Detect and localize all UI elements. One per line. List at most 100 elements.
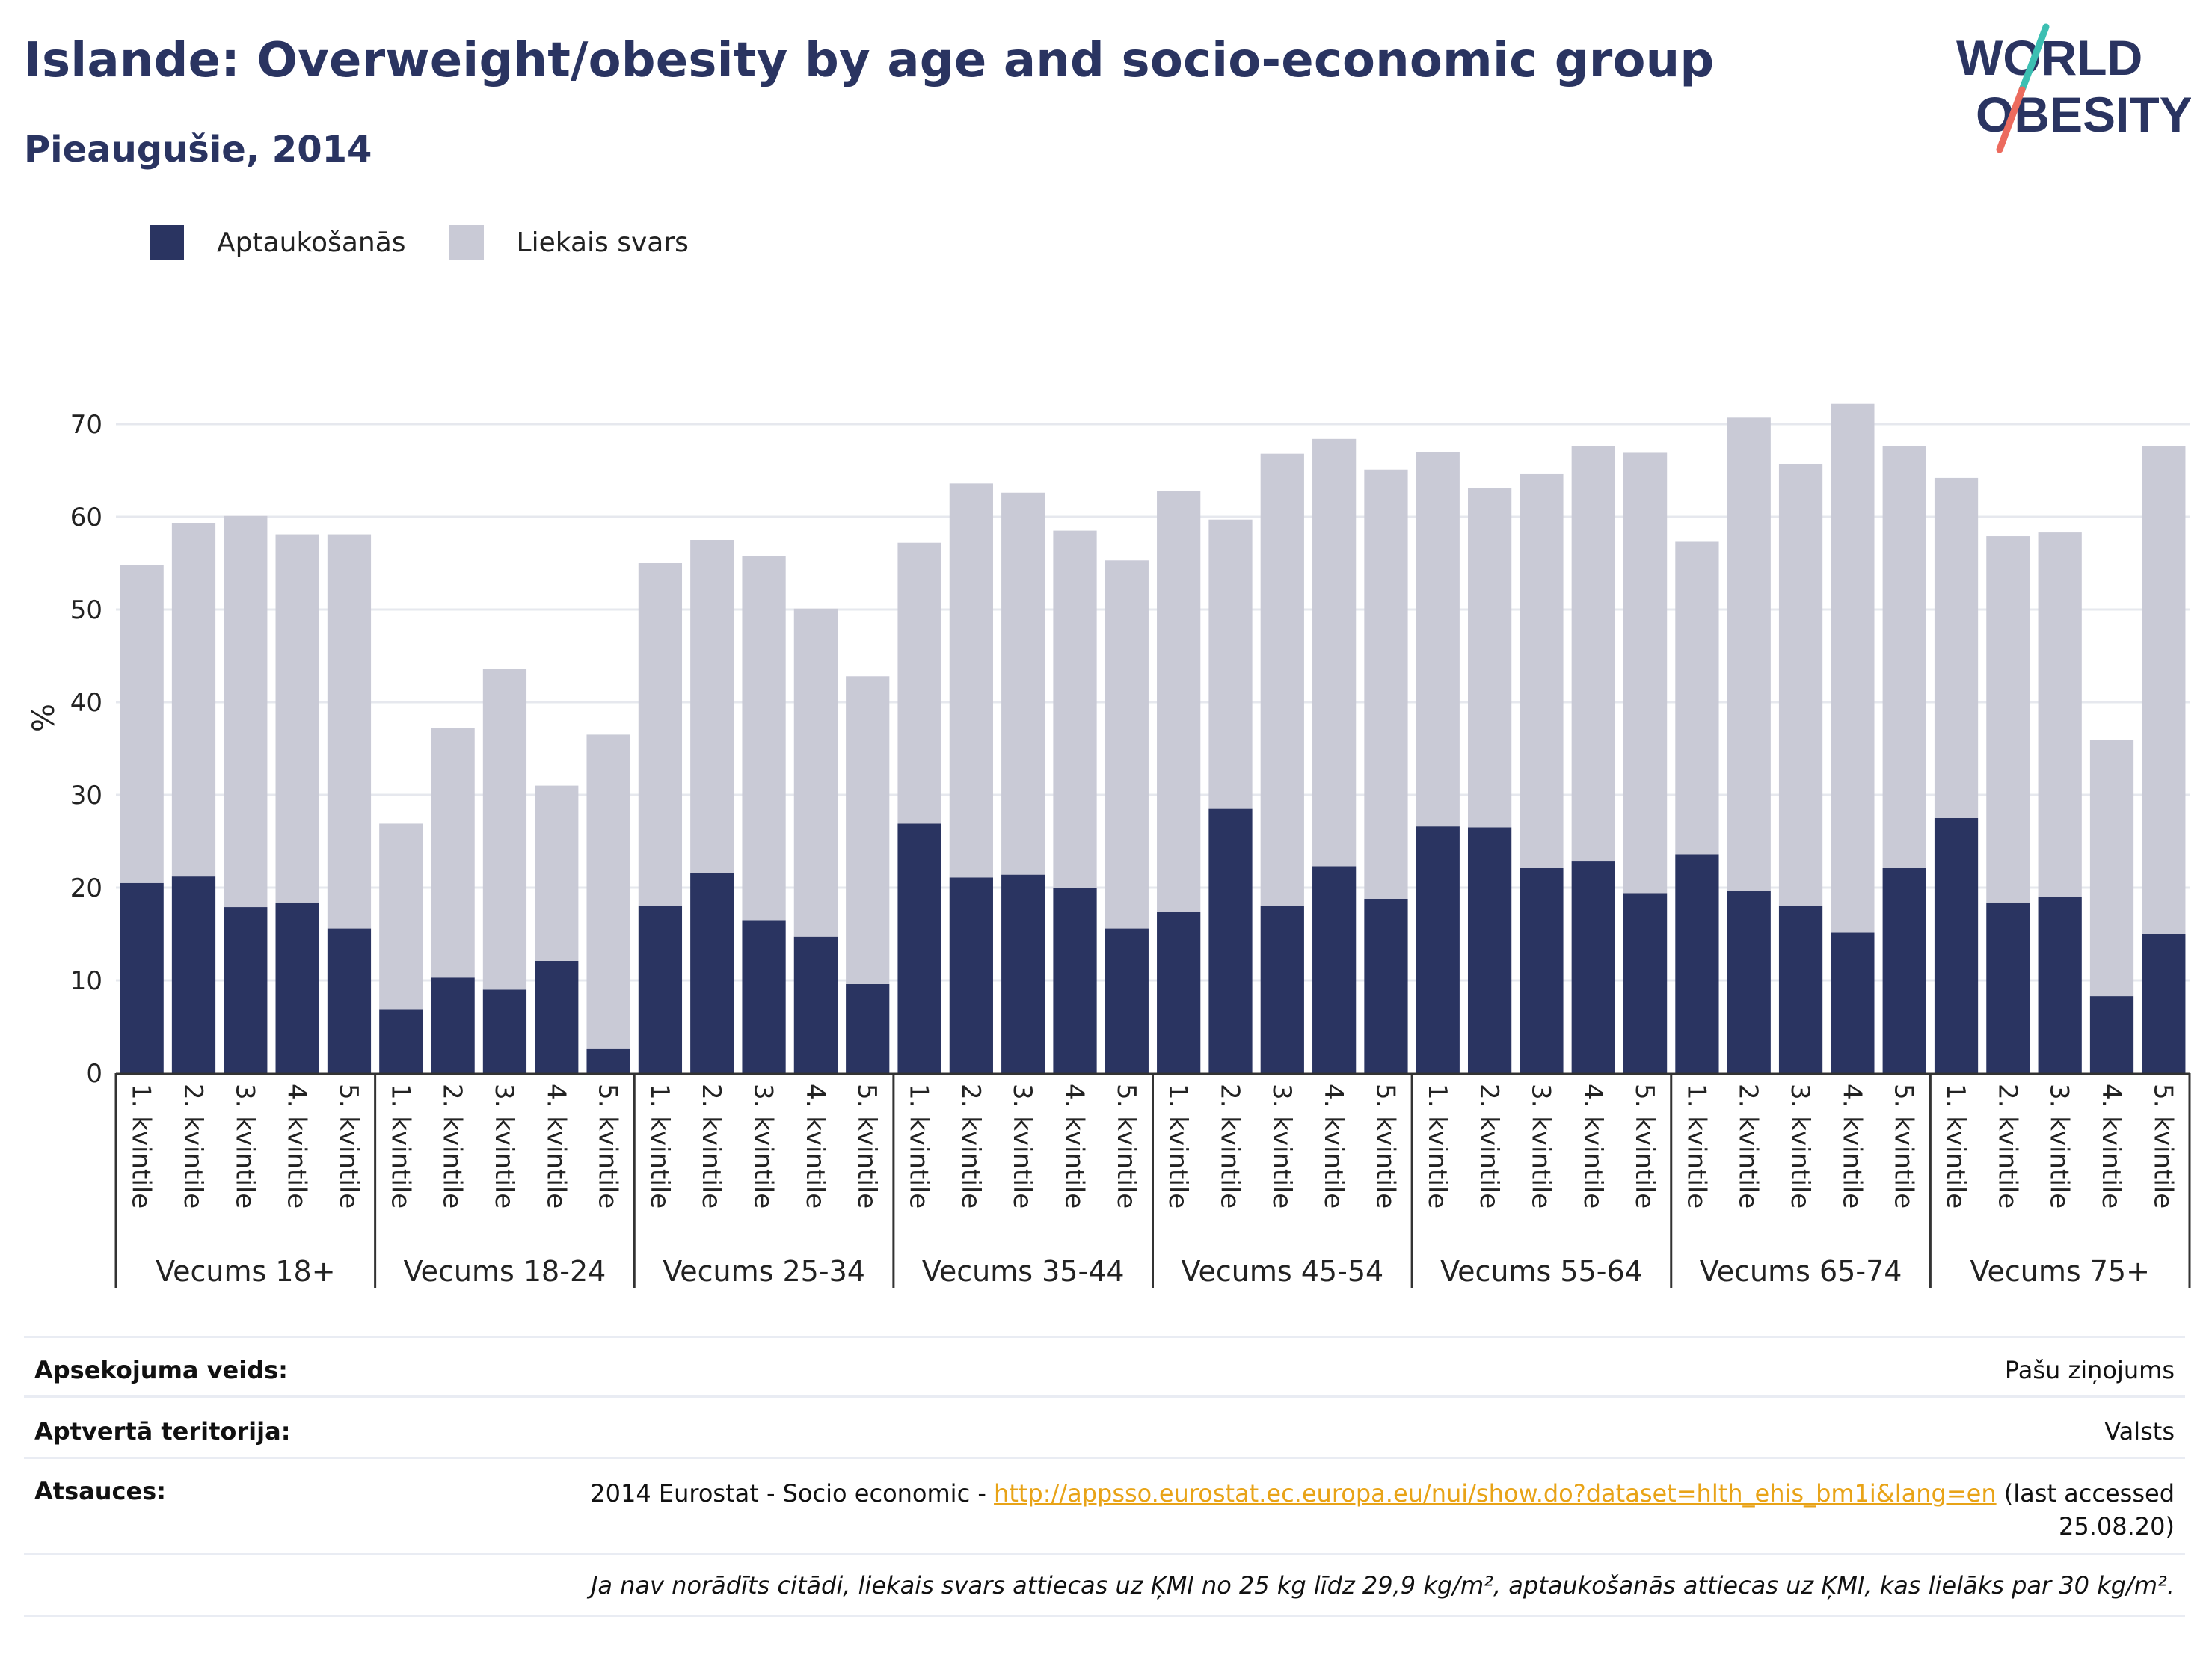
- bar-overweight: [2038, 532, 2082, 897]
- bar-obesity: [586, 1048, 630, 1073]
- group-label: Vecums 55-64: [1440, 1255, 1643, 1288]
- group-label: Vecums 25-34: [663, 1255, 865, 1288]
- bar-overweight: [1105, 560, 1149, 929]
- x-tick-label: 5. kvintile: [1111, 1084, 1141, 1209]
- legend-item-overweight[interactable]: Liekais svars: [449, 225, 689, 260]
- bar-obesity: [1520, 868, 1564, 1073]
- x-tick-label: 4. kvintile: [1837, 1084, 1867, 1209]
- bar-overweight: [1001, 492, 1045, 875]
- world-obesity-logo: WORLD OBESITY: [1956, 23, 2191, 153]
- bar-obesity: [897, 823, 941, 1073]
- logo-line-1: WORLD: [1956, 30, 2142, 85]
- legend-item-obesity[interactable]: Aptaukošanās: [150, 225, 406, 260]
- group-label: Vecums 75+: [1970, 1255, 2150, 1288]
- bar-obesity: [1416, 826, 1460, 1073]
- bar-overweight: [379, 823, 423, 1010]
- info-row-references: Atsauces: 2014 Eurostat - Socio economic…: [24, 1457, 2185, 1555]
- bar-overweight: [1882, 446, 1926, 868]
- x-tick-label: 2. kvintile: [437, 1084, 467, 1209]
- x-tick-label: 3. kvintile: [1007, 1084, 1037, 1209]
- x-tick-label: 3. kvintile: [1526, 1084, 1555, 1209]
- x-tick-label: 1. kvintile: [904, 1084, 934, 1209]
- bar-overweight: [1571, 446, 1615, 862]
- bar-overweight: [1312, 438, 1357, 867]
- bar-overweight: [897, 542, 941, 824]
- y-tick-label: 40: [70, 688, 102, 718]
- bar-overweight: [1727, 417, 1771, 891]
- bar-obesity: [1986, 902, 2030, 1073]
- x-tick-label: 1. kvintile: [645, 1084, 675, 1209]
- info-value-survey-type: Pašu ziņojums: [2004, 1356, 2175, 1384]
- bar-overweight: [482, 669, 527, 990]
- bar-obesity: [327, 928, 372, 1073]
- bar-overweight: [1053, 530, 1097, 888]
- bar-overweight: [275, 534, 319, 903]
- references-prefix: 2014 Eurostat - Socio economic -: [590, 1479, 995, 1508]
- y-tick-label: 70: [70, 410, 102, 440]
- bar-obesity: [1312, 866, 1357, 1073]
- x-tick-label: 1. kvintile: [1941, 1084, 1970, 1209]
- bar-overweight: [1208, 519, 1253, 809]
- info-value-coverage: Valsts: [2104, 1417, 2175, 1446]
- bar-obesity: [1934, 818, 1979, 1073]
- bar-obesity: [690, 873, 734, 1073]
- bar-obesity: [1778, 906, 1823, 1073]
- bar-overweight: [1520, 473, 1564, 868]
- bar-obesity: [1157, 912, 1201, 1073]
- x-tick-label: 5. kvintile: [1629, 1084, 1659, 1209]
- bar-obesity: [1364, 898, 1408, 1073]
- legend-label-overweight: Liekais svars: [516, 227, 689, 258]
- bar-obesity: [742, 920, 786, 1073]
- group-label: Vecums 65-74: [1700, 1255, 1902, 1288]
- info-row-survey-type: Apsekojuma veids: Pašu ziņojums: [24, 1336, 2185, 1398]
- bar-overweight: [1364, 469, 1408, 899]
- x-tick-label: 2. kvintile: [696, 1084, 726, 1209]
- bar-obesity: [379, 1009, 423, 1073]
- x-tick-label: 3. kvintile: [749, 1084, 778, 1209]
- x-tick-label: 1. kvintile: [1422, 1084, 1452, 1209]
- bar-obesity: [1053, 888, 1097, 1073]
- info-value-references: 2014 Eurostat - Socio economic - http://…: [590, 1477, 2175, 1543]
- x-tick-label: 4. kvintile: [541, 1084, 571, 1209]
- x-tick-label: 5. kvintile: [852, 1084, 882, 1209]
- bar-overweight: [1831, 403, 1875, 933]
- x-tick-label: 3. kvintile: [1785, 1084, 1815, 1209]
- bar-obesity: [2089, 996, 2134, 1073]
- info-note: Ja nav norādīts citādi, liekais svars at…: [590, 1571, 2175, 1600]
- bar-overweight: [846, 676, 890, 984]
- x-tick-label: 4. kvintile: [1318, 1084, 1348, 1209]
- chart-legend: Aptaukošanās Liekais svars: [150, 221, 732, 263]
- bar-obesity: [1727, 891, 1771, 1073]
- x-tick-label: 2. kvintile: [1992, 1084, 2022, 1209]
- bar-obesity: [2038, 897, 2082, 1073]
- y-axis-label: %: [27, 704, 61, 732]
- logo-slash-teal: [2018, 23, 2050, 93]
- bar-overweight: [949, 483, 993, 878]
- bar-obesity: [2142, 934, 2186, 1073]
- group-label: Vecums 18+: [156, 1255, 336, 1288]
- bar-obesity: [1001, 874, 1045, 1073]
- bar-obesity: [224, 907, 268, 1073]
- x-tick-label: 2. kvintile: [1474, 1084, 1504, 1209]
- references-link[interactable]: http://appsso.eurostat.ec.europa.eu/nui/…: [994, 1479, 1997, 1508]
- bar-overweight: [2089, 740, 2134, 997]
- bar-overweight: [120, 565, 164, 883]
- bar-obesity: [535, 960, 579, 1073]
- stacked-bar-chart: 0 10 20 30 40 50 60 70% 1. kvintile 2. kvintile 3.…: [27, 403, 2191, 1288]
- x-tick-label: 3. kvintile: [2044, 1084, 2074, 1209]
- bar-obesity: [1260, 906, 1304, 1073]
- info-label-references: Atsauces:: [34, 1477, 166, 1505]
- x-tick-label: 5. kvintile: [1370, 1084, 1400, 1209]
- x-tick-label: 2. kvintile: [956, 1084, 986, 1209]
- bar-overweight: [327, 534, 372, 929]
- x-tick-label: 4. kvintile: [2096, 1084, 2126, 1209]
- bar-overweight: [431, 728, 475, 978]
- x-tick-label: 5. kvintile: [593, 1084, 623, 1209]
- info-label-survey-type: Apsekojuma veids:: [34, 1356, 288, 1384]
- info-label-coverage: Aptvertā teritorija:: [34, 1417, 291, 1446]
- x-tick-label: 3. kvintile: [230, 1084, 259, 1209]
- legend-label-obesity: Aptaukošanās: [217, 227, 406, 258]
- y-tick-label: 60: [70, 503, 102, 532]
- logo-slash-red: [1996, 86, 2026, 153]
- bar-overweight: [1623, 452, 1668, 894]
